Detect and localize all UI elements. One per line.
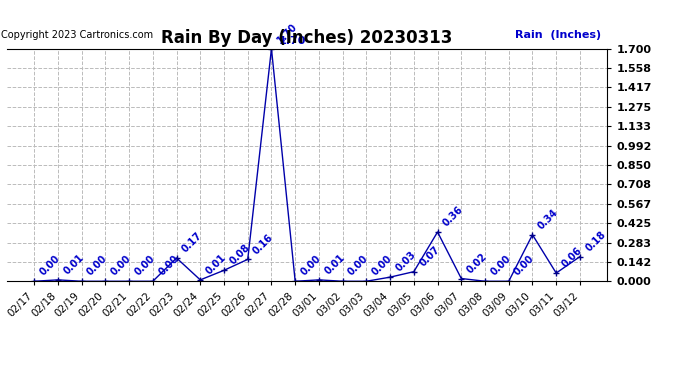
Text: 0.18: 0.18 <box>584 229 608 253</box>
Text: 0.08: 0.08 <box>228 243 252 267</box>
Text: 0.00: 0.00 <box>157 254 180 278</box>
Text: 0.01: 0.01 <box>322 252 346 276</box>
Text: 0.00: 0.00 <box>370 254 394 278</box>
Text: 0.06: 0.06 <box>560 246 584 270</box>
Text: 0.00: 0.00 <box>38 254 62 278</box>
Text: 0.00: 0.00 <box>299 254 323 278</box>
Text: 0.00: 0.00 <box>346 254 371 278</box>
Text: 0.00: 0.00 <box>489 254 513 278</box>
Text: 0.00: 0.00 <box>85 254 109 278</box>
Text: 0.36: 0.36 <box>441 204 465 229</box>
Text: 0.00: 0.00 <box>132 254 157 278</box>
Text: 0.01: 0.01 <box>61 252 86 276</box>
Text: Copyright 2023 Cartronics.com: Copyright 2023 Cartronics.com <box>1 30 153 40</box>
Text: 0.07: 0.07 <box>417 244 442 268</box>
Text: 0.16: 0.16 <box>251 232 275 256</box>
Text: 0.00: 0.00 <box>512 254 536 278</box>
Title: Rain By Day (Inches) 20230313: Rain By Day (Inches) 20230313 <box>161 29 453 47</box>
Text: 0.03: 0.03 <box>394 250 417 274</box>
Text: 0.17: 0.17 <box>180 231 204 255</box>
Text: 0.01: 0.01 <box>204 252 228 276</box>
Text: Rain  (Inches): Rain (Inches) <box>515 30 601 40</box>
Text: 0.02: 0.02 <box>465 251 489 275</box>
Text: 1.70: 1.70 <box>275 21 299 45</box>
Text: 1.70: 1.70 <box>279 36 306 46</box>
Text: 0.34: 0.34 <box>536 207 560 231</box>
Text: 0.00: 0.00 <box>109 254 133 278</box>
